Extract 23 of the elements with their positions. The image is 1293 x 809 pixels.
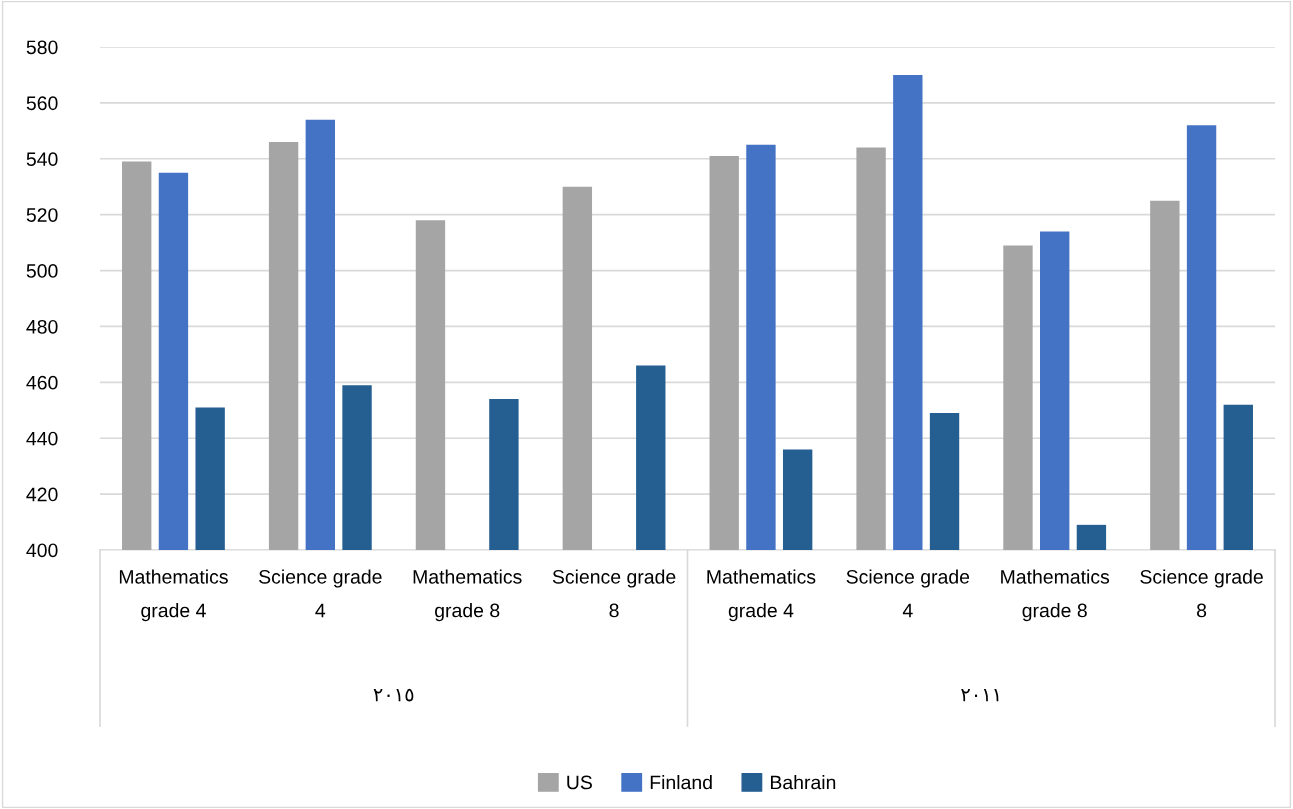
legend-label: Bahrain bbox=[770, 775, 836, 790]
legend-label: US bbox=[567, 775, 592, 790]
x-tick-label: Science grade 8 bbox=[552, 569, 676, 618]
y-tick-label: 480 bbox=[26, 319, 58, 334]
x-tick-label: Science grade 4 bbox=[846, 569, 970, 618]
x-tick-label: Mathematics grade 4 bbox=[707, 569, 816, 622]
text: ٢٠١١ bbox=[961, 688, 999, 702]
x-tick-label: Science grade 8 bbox=[1140, 569, 1263, 618]
y-tick-label: 460 bbox=[26, 375, 58, 390]
x-tick-label: Mathematics grade 8 bbox=[1001, 569, 1110, 622]
y-tick-label: 580 bbox=[26, 40, 58, 55]
x-tick-label: Science grade 4 bbox=[259, 569, 382, 618]
y-tick-label: 520 bbox=[26, 208, 58, 222]
x-tick-label: Mathematics grade 4 bbox=[119, 569, 228, 622]
legend-label: Finland bbox=[650, 775, 712, 790]
y-tick-label: 540 bbox=[26, 152, 58, 167]
y-tick-label: 500 bbox=[26, 264, 58, 278]
y-tick-label: 420 bbox=[26, 487, 58, 502]
y-tick-label: 560 bbox=[26, 96, 58, 111]
y-tick-label: 440 bbox=[26, 431, 58, 446]
text: ٢٠١٥ bbox=[373, 688, 414, 702]
x-tick-label: Mathematics grade 8 bbox=[413, 569, 522, 622]
y-tick-label: 400 bbox=[26, 543, 58, 558]
